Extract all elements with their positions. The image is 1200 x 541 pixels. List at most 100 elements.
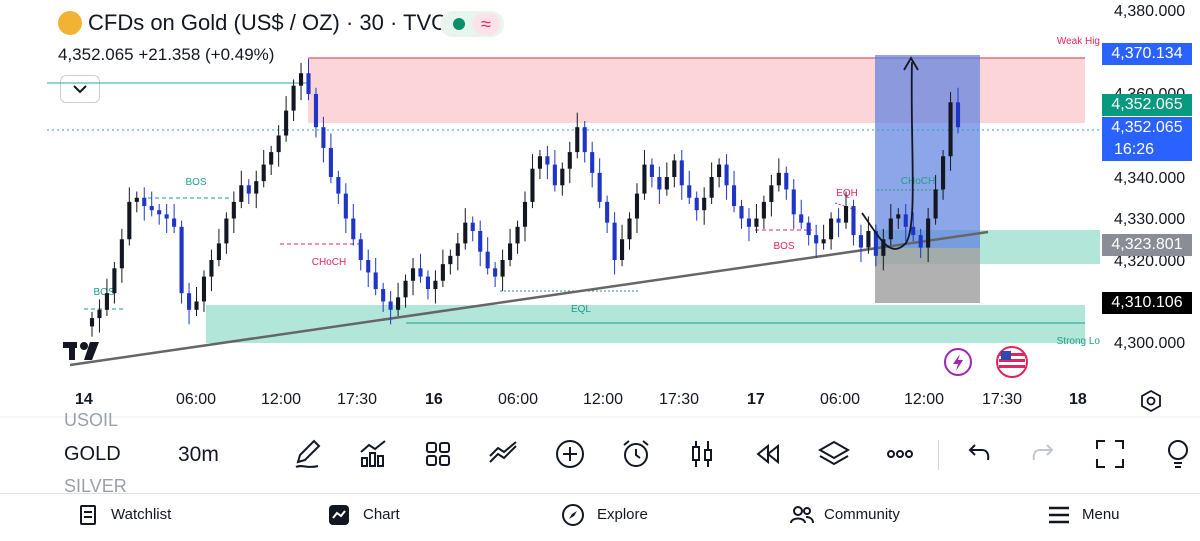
time-label: 06:00	[820, 391, 861, 408]
candle-body	[746, 218, 752, 227]
candle-body	[224, 218, 229, 244]
nav-menu[interactable]: Menu	[1082, 506, 1120, 523]
projected-path-arrow	[861, 61, 914, 250]
undo-icon[interactable]	[960, 436, 996, 472]
symbol-current[interactable]: GOLD	[64, 443, 121, 465]
replay-icon[interactable]	[750, 436, 786, 472]
candle-body	[687, 185, 692, 198]
price-chart[interactable]: BOS BOS CHoCH BOS EQH EQL CHoCH Weak Hig…	[0, 0, 1200, 420]
time-label: 17	[747, 391, 765, 408]
candle-body	[164, 214, 169, 219]
candle-body	[186, 293, 192, 310]
ascending-trendline[interactable]	[69, 230, 989, 367]
watchlist-icon[interactable]	[78, 504, 98, 526]
candle-body	[396, 297, 401, 310]
candle-body	[567, 152, 572, 169]
candle-body	[672, 160, 677, 177]
delayed-data-icon: ≈	[481, 14, 491, 34]
candle-body	[657, 177, 662, 190]
choch-label-teal: CHoCH	[901, 176, 935, 187]
fullscreen-icon[interactable]	[1092, 436, 1128, 472]
candle-body	[530, 168, 535, 202]
community-icon[interactable]	[789, 504, 815, 526]
nav-community[interactable]: Community	[824, 506, 900, 523]
candle-body	[493, 268, 498, 277]
candle-body	[425, 276, 431, 290]
nav-explore[interactable]: Explore	[597, 506, 648, 523]
entry-price-tag[interactable]: 4,323.801	[1102, 234, 1192, 256]
candle-body	[366, 260, 371, 273]
candle-body	[463, 222, 468, 244]
lightning-event-icon[interactable]	[944, 348, 972, 376]
candle-body	[784, 172, 789, 190]
pencil-icon[interactable]	[290, 436, 326, 472]
candle-body	[522, 201, 528, 227]
eql-label: EQL	[571, 304, 591, 315]
chart-nav-icon[interactable]	[328, 504, 350, 526]
candle-body	[149, 206, 154, 211]
chevron-down-icon	[73, 85, 87, 94]
indicators-icon[interactable]	[355, 436, 391, 472]
symbol-title[interactable]: CFDs on Gold (US$ / OZ) · 30 · TVC	[88, 10, 448, 35]
candle-body	[873, 230, 878, 256]
candle-body	[388, 301, 393, 310]
grid-icon[interactable]	[420, 436, 456, 472]
stop-price-tag[interactable]: 4,310.106	[1102, 292, 1192, 314]
candle-body	[239, 185, 244, 202]
time-label: 17:30	[982, 391, 1023, 408]
symbol-next[interactable]: SILVER	[64, 476, 127, 496]
candles-icon[interactable]	[684, 436, 720, 472]
candle-body	[284, 110, 289, 136]
timeframe-selector[interactable]: 30m	[178, 443, 219, 466]
candle-body	[627, 218, 632, 240]
add-icon[interactable]	[552, 436, 588, 472]
candle-body	[881, 239, 886, 256]
chart-settings-icon[interactable]	[1139, 389, 1163, 413]
time-label: 17:30	[337, 391, 378, 408]
menu-icon[interactable]	[1048, 505, 1070, 525]
nav-chart[interactable]: Chart	[363, 506, 400, 523]
symbol-prev[interactable]: USOIL	[64, 410, 119, 430]
more-icon[interactable]	[882, 436, 918, 472]
candle-body	[829, 218, 834, 240]
alarm-icon[interactable]	[618, 436, 654, 472]
layers-icon[interactable]	[816, 436, 852, 472]
time-label: 12:00	[261, 391, 302, 408]
candle-body	[119, 239, 124, 269]
compare-icon[interactable]	[486, 436, 522, 472]
candle-body	[896, 214, 901, 219]
candle-body	[201, 276, 207, 302]
candle-body	[866, 230, 871, 248]
candle-body	[605, 201, 610, 223]
candle-body	[478, 230, 483, 252]
us-flag-event-icon[interactable]	[996, 346, 1028, 378]
market-open-dot-icon	[453, 18, 465, 30]
candle-body	[694, 197, 699, 211]
redo-icon[interactable]	[1026, 436, 1062, 472]
current-price-tag: 4,352.065 16:26	[1102, 117, 1192, 161]
candle-body	[911, 226, 916, 236]
candle-body	[351, 218, 356, 240]
candle-body	[799, 214, 804, 223]
nav-watchlist[interactable]: Watchlist	[111, 506, 172, 523]
long-position-loss-zone[interactable]	[875, 248, 980, 303]
collapse-legend-button[interactable]	[60, 75, 100, 103]
long-position-profit-zone[interactable]	[875, 55, 980, 248]
time-label: 06:00	[176, 391, 217, 408]
market-status-badge[interactable]: ≈	[440, 11, 504, 37]
candle-body	[948, 102, 953, 157]
bulb-icon[interactable]	[1160, 436, 1196, 472]
candle-body	[508, 243, 513, 260]
candles	[89, 58, 961, 337]
bottom-nav	[0, 493, 1200, 541]
compass-icon[interactable]	[561, 503, 585, 527]
candle-body	[754, 218, 759, 227]
candle-body	[500, 260, 505, 277]
candle-body	[246, 185, 251, 194]
candle-body	[261, 164, 266, 182]
candle-body	[321, 127, 326, 148]
candle-body	[933, 189, 938, 219]
candle-body	[537, 156, 542, 169]
candle-body	[806, 222, 811, 236]
target-price-tag[interactable]: 4,370.134	[1102, 43, 1192, 65]
